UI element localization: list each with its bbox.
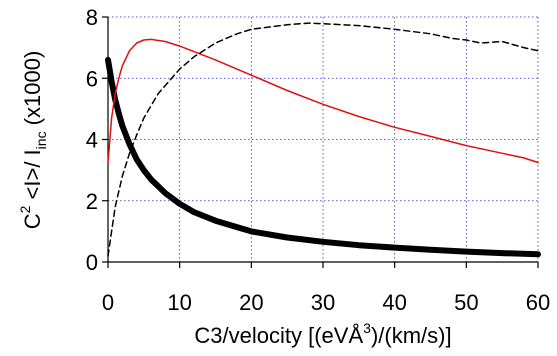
x-tick-label: 20 [239, 290, 263, 315]
x-tick-label: 10 [167, 290, 191, 315]
x-axis-title-tail: )/(km/s)] [371, 323, 452, 348]
y-tick-label: 4 [86, 128, 98, 153]
y-axis-title-c: C [20, 213, 45, 229]
tick-labels: 0 10 20 30 40 50 60 0 2 4 6 8 [86, 5, 550, 315]
x-axis-title-sup: 3 [363, 320, 371, 336]
axes [102, 16, 539, 268]
y-axis-title-sup: 2 [17, 205, 33, 213]
y-axis-title: C2 <I>/ Iinc (x1000) [17, 51, 49, 230]
y-tick-label: 6 [86, 66, 98, 91]
series-lines [105, 22, 541, 258]
y-axis-title-sub: inc [33, 131, 49, 149]
series-line-3 [107, 22, 539, 257]
x-axis-title: C3/velocity [(eVÅ3)/(km/s)] [194, 320, 451, 348]
x-tick-label: 50 [454, 290, 478, 315]
x-tick-label: 30 [311, 290, 335, 315]
y-tick-label: 2 [86, 189, 98, 214]
series-line-1 [105, 56, 541, 258]
y-axis-title-tail: (x1000) [20, 51, 45, 132]
x-axis-title-main: C3/velocity [(eVÅ [194, 323, 363, 348]
x-tick-label: 0 [102, 290, 114, 315]
series-line-2 [107, 38, 539, 164]
y-axis-title-mid: <I>/ I [20, 149, 45, 205]
y-tick-label: 8 [86, 5, 98, 30]
grid-lines [108, 16, 539, 263]
y-tick-label: 0 [86, 250, 98, 275]
x-tick-label: 60 [526, 290, 550, 315]
x-tick-label: 40 [382, 290, 406, 315]
